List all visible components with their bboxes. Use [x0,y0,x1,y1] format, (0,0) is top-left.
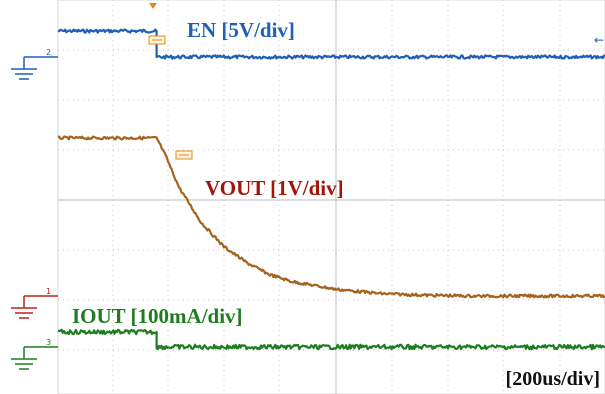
series-label-en: EN [5V/div] [187,18,295,42]
trigger-marker-icon [149,3,157,9]
series-label-vout: VOUT [1V/div] [205,176,344,200]
ground-marker-icon: 3 [11,338,58,370]
channel-number: 3 [46,338,51,347]
channel-number: 1 [46,287,51,296]
trace-en [57,28,605,60]
channel-number: 2 [46,48,51,57]
cursor-tag-icon [175,150,193,160]
cursor-tag-icon [148,35,166,45]
grid [58,0,605,394]
series-label-iout: IOUT [100mA/div] [72,304,243,328]
traces [57,28,605,351]
channel-markers: 2 1 3 [11,48,58,370]
plot-frame [57,0,605,394]
ground-marker-icon: 1 [11,287,58,319]
ground-marker-icon: 2 [11,48,58,80]
arrow-right-icon: ← [594,33,604,47]
trace-iout [57,328,605,351]
timebase-label: [200us/div] [506,368,600,390]
trace-vout [57,135,605,299]
